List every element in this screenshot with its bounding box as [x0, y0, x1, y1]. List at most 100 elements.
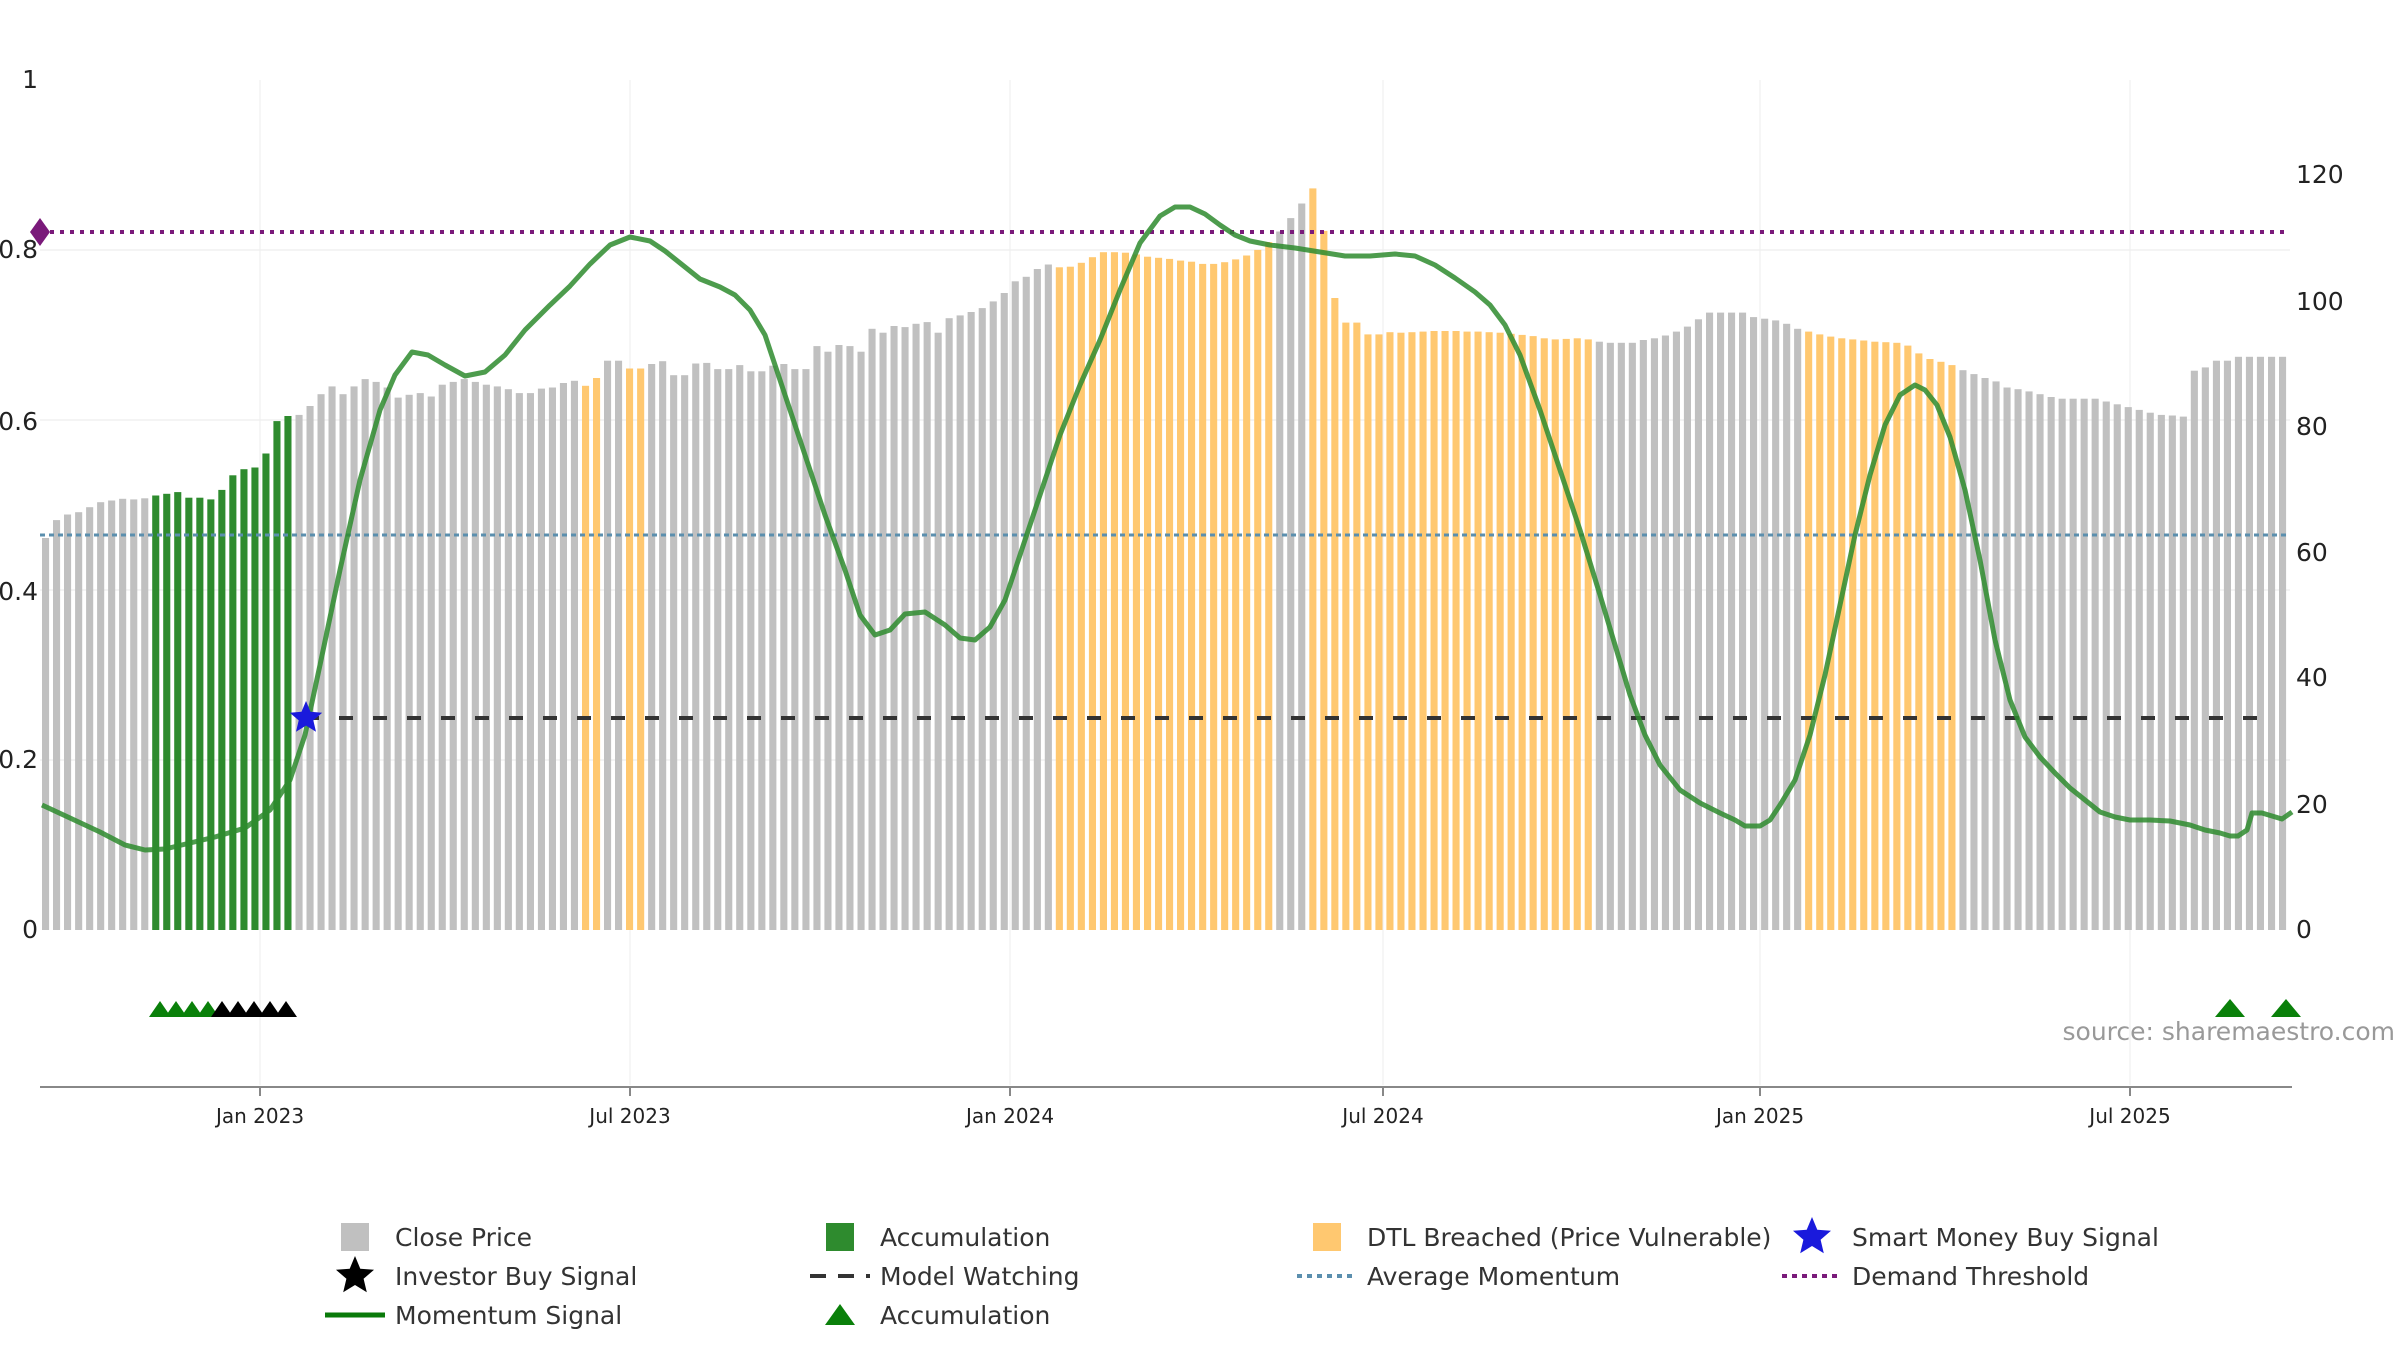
close-price-bar: [1155, 257, 1163, 930]
close-price-bar: [1595, 341, 1603, 930]
close-price-bar: [185, 497, 193, 930]
close-price-bar: [1188, 261, 1196, 930]
close-price-bar: [449, 381, 457, 930]
close-price-bar: [559, 383, 567, 930]
close-price-bar: [1232, 259, 1240, 930]
accumulation-triangle: [181, 1001, 203, 1017]
close-price-bar: [1309, 188, 1317, 930]
legend-label: Investor Buy Signal: [395, 1262, 637, 1291]
close-price-bar: [2190, 370, 2198, 930]
close-price-bar: [427, 396, 435, 930]
close-price-bar: [2157, 414, 2165, 930]
close-price-bar: [1551, 339, 1559, 930]
close-price-bar: [1750, 317, 1758, 931]
close-price-bar: [1562, 338, 1570, 930]
close-price-bar: [813, 346, 821, 931]
close-price-bar: [1298, 203, 1306, 930]
close-price-bar: [1077, 262, 1085, 930]
close-price-bar: [1915, 353, 1923, 930]
smart-money-buy-signal: [289, 701, 323, 732]
legend-swatch: [826, 1223, 854, 1251]
close-price-bar: [1518, 334, 1526, 930]
close-price-bar: [1331, 298, 1339, 930]
close-price-bar: [350, 386, 358, 930]
close-price-bar: [1177, 260, 1185, 931]
y-right-tick-label: 40: [2296, 663, 2328, 692]
close-price-bar: [2279, 356, 2287, 930]
close-price-bar: [1893, 342, 1901, 930]
close-price-bar: [2058, 398, 2066, 930]
legend-swatch: [341, 1223, 369, 1251]
close-price-bar: [758, 371, 766, 930]
legend-item: Model Watching: [810, 1262, 1080, 1291]
close-price-bar: [1904, 345, 1912, 931]
close-price-bar: [824, 351, 832, 930]
y-left-tick-label: 0.8: [0, 235, 38, 264]
close-price-bar: [1166, 258, 1174, 930]
close-price-bar: [681, 375, 689, 930]
close-price-bar: [1044, 264, 1052, 930]
legend-label: DTL Breached (Price Vulnerable): [1367, 1223, 1771, 1252]
close-price-bar: [1728, 312, 1736, 931]
close-price-bar: [2014, 389, 2022, 930]
investor-buy-triangle: [227, 1001, 249, 1017]
close-price-bar: [648, 364, 656, 930]
y-left-tick-label: 0: [22, 915, 38, 944]
close-price-bar: [923, 322, 931, 931]
accumulation-triangle: [2215, 999, 2245, 1017]
close-price-bar: [780, 364, 788, 930]
legend-label: Demand Threshold: [1852, 1262, 2089, 1291]
close-price-bar: [1088, 257, 1096, 930]
close-price-bar: [295, 414, 303, 930]
close-price-bar: [2069, 398, 2077, 930]
close-price-bar: [1144, 256, 1152, 930]
close-price-bar: [2124, 407, 2132, 931]
close-price-bar: [604, 360, 612, 930]
close-price-bar: [2179, 416, 2187, 931]
legend-item: DTL Breached (Price Vulnerable): [1313, 1223, 1771, 1252]
close-price-bar: [1529, 336, 1537, 931]
legend-label: Close Price: [395, 1223, 532, 1252]
close-price-bar: [1717, 312, 1725, 931]
close-price-bar: [1992, 381, 2000, 930]
close-price-bar: [1353, 322, 1361, 931]
close-price-bar: [1882, 342, 1890, 930]
close-price-bar: [769, 365, 777, 930]
close-price-bar: [670, 375, 678, 930]
close-price-bar: [1783, 323, 1791, 930]
momentum-line: [40, 204, 2294, 853]
x-tick-label: Jan 2024: [964, 1104, 1054, 1128]
close-price-bar: [1805, 331, 1813, 931]
close-price-bar: [372, 381, 380, 930]
close-price-bar: [1265, 242, 1273, 931]
close-price-bar: [361, 379, 369, 931]
legend-label: Smart Money Buy Signal: [1852, 1223, 2159, 1252]
investor-buy-triangle: [275, 1001, 297, 1017]
investor-buy-triangle: [259, 1001, 281, 1017]
legend-swatch: [1313, 1223, 1341, 1251]
close-price-bar: [141, 498, 149, 930]
close-price-bar: [229, 475, 237, 930]
close-price-bar: [791, 369, 799, 931]
close-price-bar: [1276, 231, 1284, 930]
close-price-bar: [240, 469, 248, 930]
y-right-tick-label: 120: [2296, 160, 2344, 189]
close-price-bar: [1959, 370, 1967, 930]
y-left-tick-label: 0.6: [0, 407, 38, 436]
close-price-bar: [1430, 331, 1438, 930]
close-price-bar: [526, 393, 534, 931]
close-price-bar: [747, 371, 755, 930]
close-price-bar: [945, 318, 953, 930]
close-price-bar: [1199, 263, 1207, 930]
close-price-bar: [515, 393, 523, 931]
close-price-bar: [1706, 312, 1714, 931]
close-price-bar: [1739, 312, 1747, 931]
close-price-bar: [284, 416, 292, 930]
close-price-bar: [912, 323, 920, 930]
legend: Close Price Accumulation DTL Breached (Pri…: [325, 1217, 2159, 1330]
momentum-signal: [40, 204, 2294, 853]
close-price-bar: [130, 499, 138, 930]
close-price-bar: [1254, 249, 1262, 930]
x-tick-label: Jul 2023: [587, 1104, 670, 1128]
close-price-bar: [306, 406, 314, 930]
